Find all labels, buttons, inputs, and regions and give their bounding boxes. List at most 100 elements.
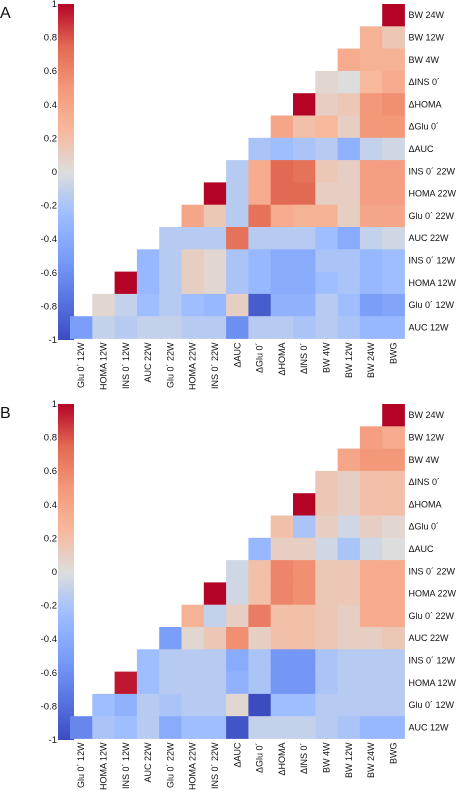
- colorbar-tick-label: 0.6: [44, 466, 57, 477]
- heatmap-cell-b-r13-c7: [226, 693, 249, 717]
- heatmap-cell-b-r12-c11: [315, 671, 338, 695]
- heatmap-cell-b-r1-c13: [359, 426, 383, 449]
- heatmap-cell-b-r8-c6: [203, 582, 227, 606]
- heatmap-cell-b-r9-c10: [293, 604, 316, 628]
- heatmap-cell-b-r14-c7: [226, 716, 249, 739]
- heatmap-cell-a-r4-c13: [359, 93, 383, 116]
- heatmap-cell-a-r14-c3: [136, 316, 160, 339]
- y-axis-label: INS 0´ 12W: [409, 255, 456, 265]
- heatmap-cell-b-r12-c12: [337, 671, 361, 695]
- panel-a-letter: A: [0, 5, 11, 22]
- x-axis-label: ΔAUC: [232, 742, 242, 768]
- heatmap-cell-a-r11-c8: [248, 249, 272, 272]
- heatmap-cell-b-r12-c9: [270, 671, 294, 695]
- heatmap-cell-a-r5-c10: [293, 115, 316, 139]
- heatmap-cell-b-r4-c12: [337, 493, 361, 516]
- heatmap-cell-a-r9-c9: [270, 204, 294, 228]
- heatmap-cell-a-r5-c12: [337, 115, 361, 139]
- heatmap-cell-a-r12-c4: [159, 271, 182, 295]
- heatmap-cell-b-r14-c12: [337, 716, 361, 739]
- heatmap-cell-b-r14-c10: [293, 716, 316, 739]
- heatmap-cell-a-r14-c1: [92, 316, 115, 339]
- heatmap-cell-a-r5-c13: [359, 115, 383, 139]
- heatmap-cell-b-r11-c12: [337, 649, 361, 672]
- x-axis-label: Glu 0´ 12W: [76, 742, 86, 788]
- heatmap-cell-a-r10-c10: [293, 227, 316, 250]
- heatmap-cell-a-r14-c14: [382, 316, 405, 339]
- heatmap-cell-a-r4-c12: [337, 93, 361, 116]
- panel-b-colorbar: [58, 404, 74, 740]
- heatmap-cell-b-r11-c10: [293, 649, 316, 672]
- heatmap-cell-b-r3-c14: [382, 470, 405, 494]
- heatmap-cell-b-r6-c12: [337, 537, 361, 561]
- panel-a-heatmap-cells: [70, 4, 405, 339]
- heatmap-cell-a-r13-c12: [337, 293, 361, 317]
- heatmap-cell-b-r14-c2: [114, 716, 138, 739]
- heatmap-cell-a-r11-c12: [337, 249, 361, 272]
- heatmap-cell-b-r11-c13: [359, 649, 383, 672]
- y-axis-label: ΔAUC: [409, 544, 435, 554]
- heatmap-cell-b-r13-c14: [382, 693, 405, 717]
- heatmap-cell-b-r13-c12: [337, 693, 361, 717]
- colorbar-tick-label: -1: [49, 735, 57, 746]
- x-axis-label: AUC 22W: [143, 342, 153, 383]
- heatmap-cell-a-r3-c11: [315, 70, 338, 94]
- heatmap-cell-a-r6-c8: [248, 137, 272, 161]
- heatmap-cell-a-r7-c11: [315, 160, 338, 183]
- heatmap-cell-b-r11-c8: [248, 649, 272, 672]
- panel-a-colorbar: [58, 4, 74, 340]
- panel-b: B 1 0.8 0.6 0.4 0.2 0 -0.2 -0.4 -0.6 -0.8 -1 BW 24…: [0, 399, 457, 790]
- heatmap-cell-b-r8-c13: [359, 582, 383, 606]
- heatmap-cell-a-r11-c9: [270, 249, 294, 272]
- heatmap-cell-b-r10-c6: [203, 627, 227, 650]
- heatmap-cell-b-r9-c5: [181, 604, 205, 628]
- panel-a: A 1 0.8 0.6 0.4 0.2 0 -0.2 -0.4 -0.6 -0.8 -1 BW 24…: [0, 0, 457, 390]
- heatmap-cell-b-r14-c8: [248, 716, 272, 739]
- x-axis-label: ΔHOMA: [277, 343, 287, 376]
- heatmap-cell-b-r7-c11: [315, 560, 338, 583]
- heatmap-cell-a-r11-c14: [382, 249, 405, 272]
- heatmap-cell-b-r10-c14: [382, 627, 405, 650]
- y-axis-label: BW 4W: [409, 455, 440, 465]
- heatmap-cell-a-r11-c4: [159, 249, 182, 272]
- heatmap-cell-a-r6-c11: [315, 137, 338, 161]
- x-axis-label: HOMA 12W: [98, 742, 108, 790]
- heatmap-cell-a-r8-c7: [226, 182, 249, 206]
- heatmap-cell-a-r7-c13: [359, 160, 383, 183]
- heatmap-cell-a-r1-c14: [382, 26, 405, 49]
- heatmap-cell-a-r9-c5: [181, 204, 205, 228]
- y-axis-label: HOMA 12W: [409, 678, 457, 688]
- y-axis-label: INS 0´ 22W: [409, 166, 456, 176]
- heatmap-cell-a-r13-c10: [293, 293, 316, 317]
- x-axis-label: ΔGlu 0´: [255, 743, 265, 774]
- heatmap-cell-a-r12-c3: [136, 271, 160, 295]
- heatmap-cell-b-r1-c14: [382, 426, 405, 449]
- heatmap-cell-a-r14-c7: [226, 316, 249, 339]
- colorbar-tick-label: -0.6: [41, 668, 57, 679]
- y-axis-label: Glu 0´ 12W: [409, 300, 455, 310]
- heatmap-cell-b-r10-c12: [337, 627, 361, 650]
- heatmap-cell-b-r12-c4: [159, 671, 182, 695]
- x-axis-label: BWG: [388, 343, 398, 365]
- heatmap-cell-a-r10-c6: [203, 227, 227, 250]
- heatmap-cell-a-r11-c10: [293, 249, 316, 272]
- heatmap-cell-a-r14-c9: [270, 316, 294, 339]
- heatmap-cell-a-r9-c11: [315, 204, 338, 228]
- colorbar-tick-label: -0.2: [41, 201, 57, 212]
- heatmap-cell-b-r13-c9: [270, 693, 294, 717]
- heatmap-cell-b-r10-c10: [293, 627, 316, 650]
- heatmap-cell-a-r13-c11: [315, 293, 338, 317]
- heatmap-cell-b-r13-c2: [114, 693, 138, 717]
- heatmap-cell-a-r13-c9: [270, 293, 294, 317]
- y-axis-label: ΔGlu 0´: [409, 522, 440, 532]
- heatmap-cell-a-r8-c8: [248, 182, 272, 206]
- colorbar-tick-label: 0: [52, 167, 57, 178]
- heatmap-cell-b-r3-c13: [359, 470, 383, 494]
- x-axis-label: BW 4W: [321, 342, 331, 373]
- heatmap-cell-b-r13-c11: [315, 693, 338, 717]
- heatmap-cell-a-r11-c5: [181, 249, 205, 272]
- heatmap-cell-a-r5-c14: [382, 115, 405, 139]
- y-axis-label: BW 24W: [409, 410, 445, 420]
- heatmap-cell-a-r13-c8: [248, 293, 272, 317]
